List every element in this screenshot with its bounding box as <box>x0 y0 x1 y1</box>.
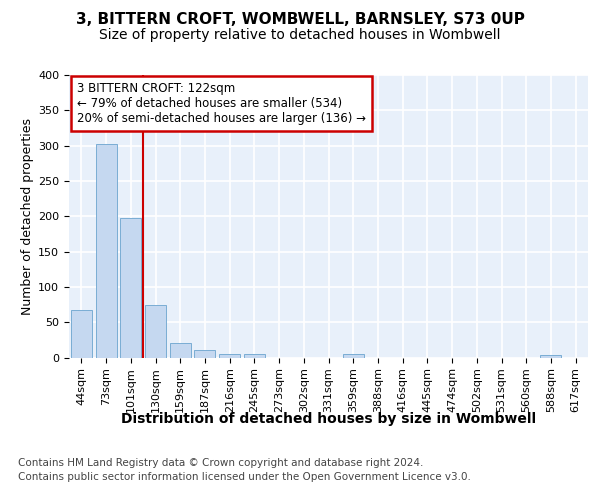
Bar <box>95 144 116 358</box>
Text: Distribution of detached houses by size in Wombwell: Distribution of detached houses by size … <box>121 412 536 426</box>
Bar <box>194 350 215 358</box>
Bar <box>219 354 240 358</box>
Text: 3 BITTERN CROFT: 122sqm
← 79% of detached houses are smaller (534)
20% of semi-d: 3 BITTERN CROFT: 122sqm ← 79% of detache… <box>77 82 366 125</box>
Bar <box>170 344 191 357</box>
Text: 3, BITTERN CROFT, WOMBWELL, BARNSLEY, S73 0UP: 3, BITTERN CROFT, WOMBWELL, BARNSLEY, S7… <box>76 12 524 28</box>
Bar <box>541 356 562 358</box>
Bar <box>71 310 92 358</box>
Bar <box>145 304 166 358</box>
Bar <box>120 218 141 358</box>
Bar <box>244 354 265 358</box>
Text: Contains HM Land Registry data © Crown copyright and database right 2024.: Contains HM Land Registry data © Crown c… <box>18 458 424 468</box>
Y-axis label: Number of detached properties: Number of detached properties <box>21 118 34 315</box>
Bar <box>343 354 364 358</box>
Text: Size of property relative to detached houses in Wombwell: Size of property relative to detached ho… <box>99 28 501 42</box>
Text: Contains public sector information licensed under the Open Government Licence v3: Contains public sector information licen… <box>18 472 471 482</box>
